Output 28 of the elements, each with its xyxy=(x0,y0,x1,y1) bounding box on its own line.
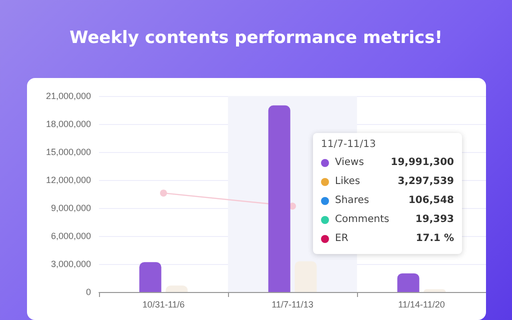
y-tick-label: 9,000,000 xyxy=(50,203,91,213)
bar xyxy=(268,105,290,292)
annotation: Likes xyxy=(335,176,362,187)
annotation: Shares xyxy=(335,195,370,206)
y-tick-label: 6,000,000 xyxy=(50,231,91,241)
y-tick-label: 12,000,000 xyxy=(46,175,91,185)
bar xyxy=(397,273,420,292)
annotation: 19,991,300 xyxy=(390,157,454,168)
x-tick-label: 11/14-11/20 xyxy=(398,300,445,310)
y-tick-label: 21,000,000 xyxy=(46,91,91,101)
annotation: 11/7-11/13 xyxy=(321,139,377,150)
annotation: ER xyxy=(335,233,350,244)
y-tick-label: 15,000,000 xyxy=(46,147,91,157)
annotation: 3,297,539 xyxy=(398,176,454,187)
annotation: 19,393 xyxy=(415,214,454,225)
annotation: 17.1 % xyxy=(416,233,454,244)
annotation: Comments xyxy=(335,214,390,225)
bar xyxy=(139,262,162,292)
x-tick-label: 11/7-11/13 xyxy=(272,300,314,310)
annotation: Views xyxy=(335,157,365,168)
bar xyxy=(294,261,317,292)
y-tick-label: 3,000,000 xyxy=(50,259,91,269)
y-tick-label: 18,000,000 xyxy=(46,119,91,129)
y-tick-label: 0 xyxy=(86,287,91,297)
chart-title: Weekly contents performance metrics! xyxy=(68,28,444,48)
bar xyxy=(424,289,446,292)
x-tick-label: 10/31-11/6 xyxy=(142,300,185,310)
annotation: 106,548 xyxy=(408,195,454,206)
